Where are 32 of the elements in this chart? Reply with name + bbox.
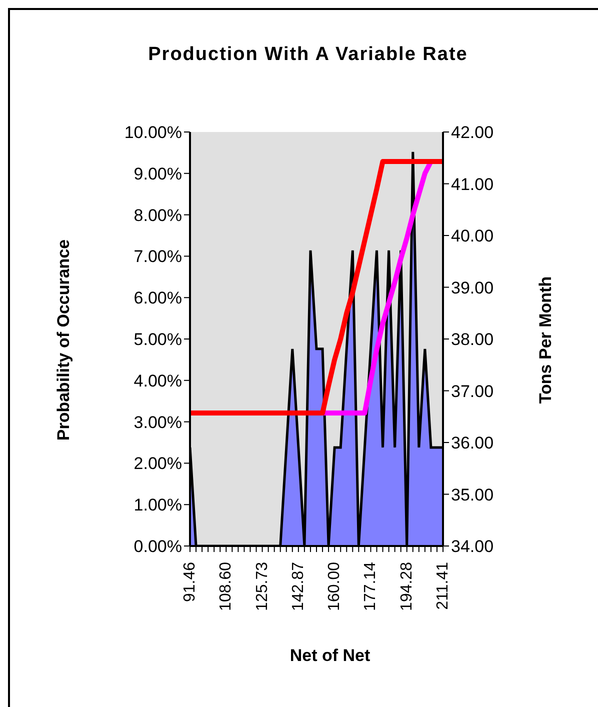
x-tick-label: 177.14 — [362, 562, 380, 611]
x-tick-label: 125.73 — [254, 562, 271, 611]
y-tick-label: 6.00% — [134, 288, 182, 308]
y2-axis-title: Tons Per Month — [536, 276, 556, 404]
y2-tick-label: 37.00 — [451, 382, 494, 401]
y-tick-label: 1.00% — [134, 496, 182, 515]
y-tick-label: 4.00% — [134, 371, 182, 390]
x-axis-title: Net of Net — [288, 646, 372, 666]
x-tick-label: 194.28 — [398, 562, 416, 611]
y2-tick-label: 35.00 — [451, 485, 494, 504]
x-tick-label: 142.87 — [290, 562, 307, 611]
y-axis-title: Probability of Occurance — [54, 239, 74, 441]
y2-tick-label: 38.00 — [451, 330, 494, 350]
y-tick-label: 2.00% — [134, 454, 182, 474]
y2-tick-label: 42.00 — [451, 123, 494, 142]
y-tick-label: 3.00% — [134, 412, 182, 432]
x-tick-label: 160.00 — [326, 562, 344, 611]
chart-title: Production With A Variable Rate — [147, 44, 469, 66]
y2-tick-label: 41.00 — [451, 174, 494, 194]
y-tick-label: 5.00% — [134, 330, 182, 350]
y-tick-label: 8.00% — [134, 206, 182, 225]
y-tick-label: 0.00% — [134, 537, 182, 556]
x-tick-label: 108.60 — [218, 562, 235, 611]
y-tick-label: 10.00% — [124, 123, 182, 142]
x-tick-label: 91.46 — [182, 562, 198, 602]
y2-tick-label: 40.00 — [451, 226, 494, 246]
y2-tick-label: 39.00 — [451, 278, 494, 298]
y2-tick-label: 34.00 — [451, 537, 494, 556]
y2-tick-label: 36.00 — [451, 434, 494, 453]
x-tick-label: 211.41 — [434, 562, 452, 610]
y-tick-label: 9.00% — [134, 164, 182, 184]
y-tick-label: 7.00% — [134, 247, 182, 266]
